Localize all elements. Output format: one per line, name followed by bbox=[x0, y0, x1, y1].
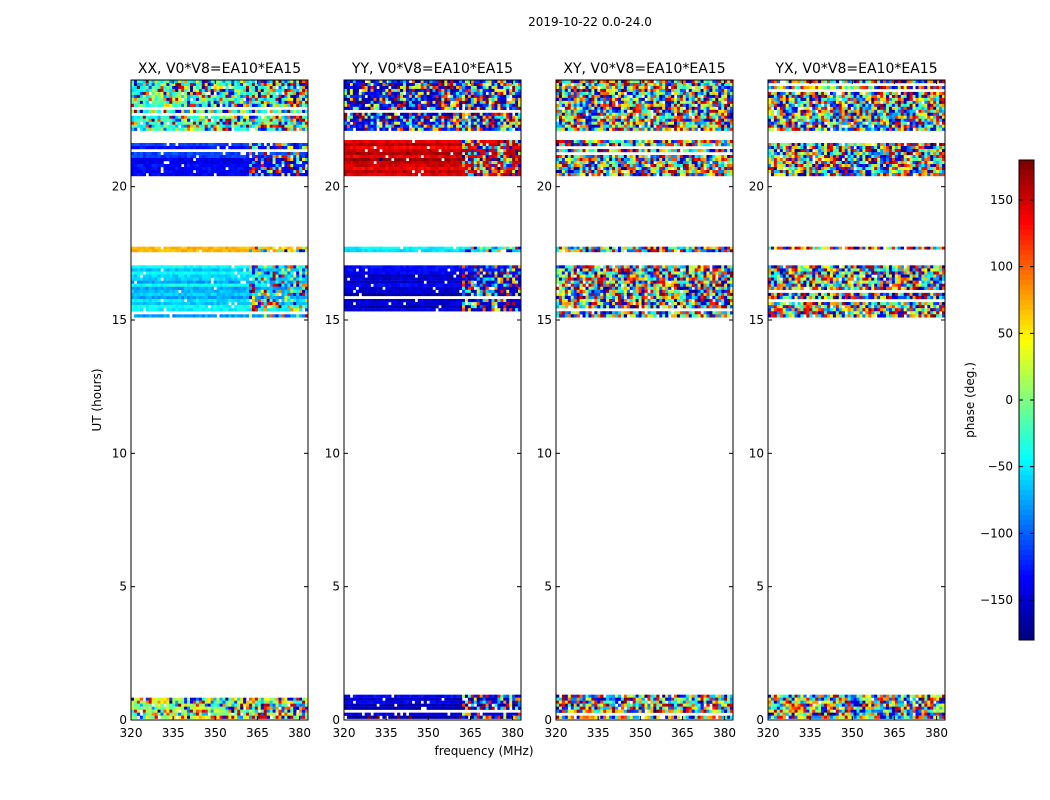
data-band bbox=[768, 80, 946, 131]
heatmap-image bbox=[131, 80, 309, 719]
panel-frame bbox=[343, 79, 522, 721]
y-tick-label: 20 bbox=[537, 180, 552, 194]
x-tick-label: 380 bbox=[925, 726, 948, 740]
x-tick-label: 350 bbox=[417, 726, 440, 740]
y-tick-label: 20 bbox=[325, 180, 340, 194]
x-tick-label: 335 bbox=[162, 726, 185, 740]
panel-3: YX, V0*V8=EA10*EA15 320 335 350 365 380 0 5 10 15… bbox=[749, 61, 948, 740]
x-tick-label: 380 bbox=[501, 726, 524, 740]
y-tick-label: 0 bbox=[544, 713, 552, 727]
data-band bbox=[556, 140, 734, 177]
x-tick-label: 365 bbox=[246, 726, 269, 740]
y-tick-label: 5 bbox=[544, 580, 552, 594]
y-tick-label: 5 bbox=[119, 580, 127, 594]
figure-title: 2019-10-22 0.0-24.0 bbox=[528, 15, 652, 29]
x-tick-label: 335 bbox=[799, 726, 822, 740]
panel-0: XX, V0*V8=EA10*EA15 320 335 350 365 380 0 5 10 15… bbox=[112, 61, 311, 740]
data-band bbox=[556, 694, 734, 719]
heatmap-image bbox=[556, 80, 734, 719]
y-tick-label: 10 bbox=[325, 446, 340, 460]
heatmap-image bbox=[344, 80, 522, 719]
y-tick-label: 5 bbox=[332, 580, 340, 594]
panel-title: YY, V0*V8=EA10*EA15 bbox=[351, 61, 513, 77]
y-tick-label: 15 bbox=[112, 313, 127, 327]
x-tick-label: 380 bbox=[713, 726, 736, 740]
y-tick-label: 5 bbox=[756, 580, 764, 594]
colorbar: −150 −100 −50 0 50 100 150 bbox=[980, 159, 1035, 641]
x-tick-label: 350 bbox=[629, 726, 652, 740]
data-band bbox=[768, 143, 946, 177]
y-tick-label: 15 bbox=[325, 313, 340, 327]
colorbar-tick-label: 0 bbox=[1005, 393, 1013, 407]
data-band bbox=[556, 80, 734, 131]
data-band bbox=[556, 265, 734, 318]
data-band bbox=[344, 265, 522, 312]
panels: XX, V0*V8=EA10*EA15 320 335 350 365 380 0 5 10 15… bbox=[112, 61, 948, 740]
colorbar-tick-label: 50 bbox=[998, 326, 1013, 340]
x-tick-label: 365 bbox=[459, 726, 482, 740]
data-band bbox=[344, 246, 522, 253]
x-tick-label: 380 bbox=[288, 726, 311, 740]
panel-frame bbox=[555, 79, 734, 721]
data-band bbox=[131, 697, 309, 719]
y-tick-label: 10 bbox=[749, 446, 764, 460]
data-band bbox=[556, 246, 734, 253]
y-tick-label: 20 bbox=[112, 180, 127, 194]
panel-frame bbox=[767, 79, 946, 721]
panel-2: XY, V0*V8=EA10*EA15 320 335 350 365 380 0 5 10 15… bbox=[537, 61, 736, 740]
y-tick-label: 20 bbox=[749, 180, 764, 194]
x-tick-label: 365 bbox=[671, 726, 694, 740]
data-band bbox=[131, 143, 309, 177]
panel-1: YY, V0*V8=EA10*EA15 320 335 350 365 380 0 5 10 15… bbox=[325, 61, 524, 740]
panel-title: XY, V0*V8=EA10*EA15 bbox=[563, 61, 725, 77]
x-tick-label: 350 bbox=[841, 726, 864, 740]
data-band bbox=[131, 246, 309, 253]
y-tick-label: 0 bbox=[119, 713, 127, 727]
data-band bbox=[768, 246, 946, 250]
panel-title: YX, V0*V8=EA10*EA15 bbox=[774, 61, 937, 77]
data-band bbox=[768, 265, 946, 318]
x-tick-label: 335 bbox=[587, 726, 610, 740]
colorbar-tick-label: −50 bbox=[988, 460, 1013, 474]
y-tick-label: 0 bbox=[756, 713, 764, 727]
colorbar-tick-label: 100 bbox=[990, 260, 1013, 274]
data-band bbox=[131, 80, 309, 131]
colorbar-tick-label: −150 bbox=[980, 593, 1013, 607]
y-tick-label: 15 bbox=[537, 313, 552, 327]
data-band bbox=[131, 265, 309, 318]
data-band bbox=[344, 80, 522, 131]
colorbar-tick-label: −100 bbox=[980, 526, 1013, 540]
y-tick-label: 15 bbox=[749, 313, 764, 327]
panel-title: XX, V0*V8=EA10*EA15 bbox=[138, 61, 301, 77]
x-tick-label: 335 bbox=[375, 726, 398, 740]
y-tick-label: 10 bbox=[537, 446, 552, 460]
panel-frame bbox=[130, 79, 309, 721]
x-tick-label: 365 bbox=[883, 726, 906, 740]
x-tick-label: 320 bbox=[120, 726, 143, 740]
data-band bbox=[344, 694, 522, 719]
y-tick-label: 10 bbox=[112, 446, 127, 460]
y-tick-label: 0 bbox=[332, 713, 340, 727]
data-band bbox=[344, 140, 522, 177]
colorbar-tick-label: 150 bbox=[990, 193, 1013, 207]
x-tick-label: 320 bbox=[545, 726, 568, 740]
y-axis-label: UT (hours) bbox=[90, 368, 104, 431]
x-tick-label: 320 bbox=[757, 726, 780, 740]
x-tick-label: 350 bbox=[204, 726, 227, 740]
heatmap-image bbox=[768, 80, 946, 719]
x-axis-label: frequency (MHz) bbox=[434, 744, 533, 758]
x-tick-label: 320 bbox=[333, 726, 356, 740]
colorbar-label: phase (deg.) bbox=[963, 362, 977, 438]
data-band bbox=[768, 694, 946, 719]
